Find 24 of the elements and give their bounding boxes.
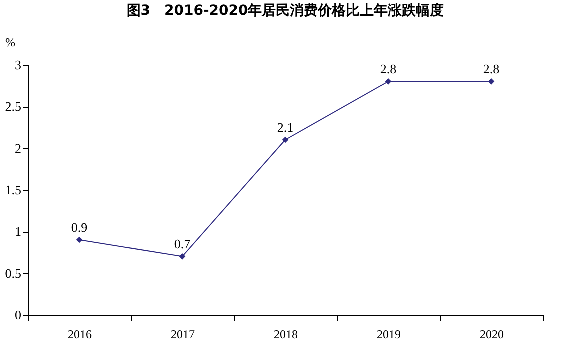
y-tick-label: 0 <box>15 308 22 322</box>
x-tick-label: 2020 <box>480 328 504 342</box>
x-tick-label: 2018 <box>274 328 298 342</box>
data-label: 2.1 <box>277 120 294 135</box>
y-axis-title: % <box>6 36 16 50</box>
x-tick-label: 2017 <box>171 328 195 342</box>
point <box>179 254 186 260</box>
point <box>488 78 495 85</box>
y-tick-label: 2.5 <box>5 99 22 114</box>
y-tick-label: 0.5 <box>5 266 22 281</box>
data-label: 2.8 <box>483 62 500 77</box>
y-tick-label: 3 <box>15 58 22 72</box>
x-tick-label: 2016 <box>68 328 92 342</box>
y-tick-label: 2 <box>15 140 22 156</box>
x-tick-label: 2019 <box>377 328 401 342</box>
data-label: 0.7 <box>174 236 192 252</box>
y-tick-label: 1.5 <box>5 182 22 198</box>
chart-title: 图3 2016-2020年居民消费价格比上年涨跌幅度 <box>126 2 444 19</box>
point <box>385 78 392 85</box>
point <box>76 236 83 244</box>
point <box>282 136 289 144</box>
data-label: 2.8 <box>380 62 397 77</box>
y-tick-label: 1 <box>15 224 22 240</box>
data-label: 0.9 <box>71 220 88 235</box>
